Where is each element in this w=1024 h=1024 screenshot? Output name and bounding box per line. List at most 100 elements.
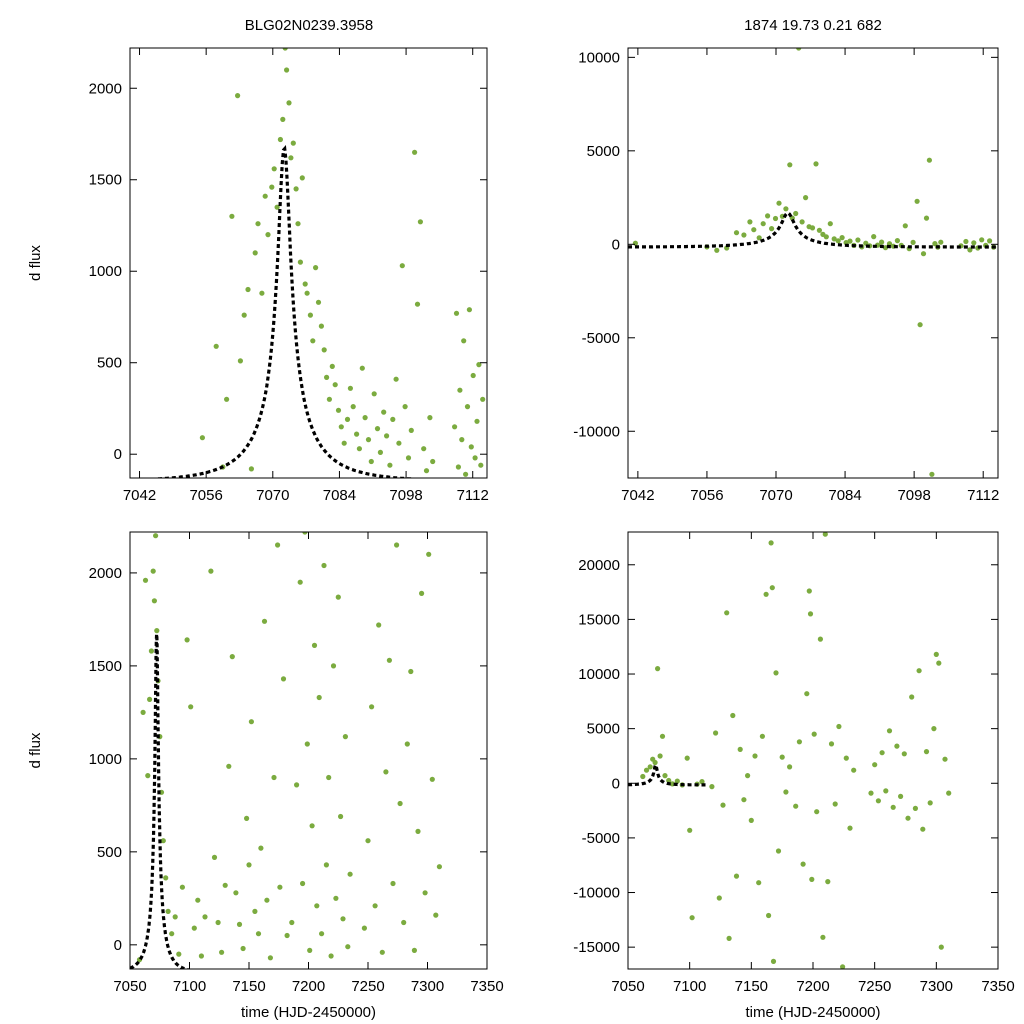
data-point — [326, 774, 332, 781]
x-tick-label: 7250 — [858, 978, 891, 995]
data-point — [709, 784, 715, 790]
data-point — [412, 149, 418, 155]
data-point — [397, 800, 403, 807]
data-point — [793, 803, 799, 809]
data-point — [875, 798, 882, 804]
data-point — [894, 238, 901, 244]
data-point — [376, 622, 382, 628]
y-tick-label: -10000 — [573, 885, 620, 902]
x-tick-label: 7056 — [189, 487, 222, 504]
data-point — [140, 709, 146, 716]
data-point — [154, 628, 160, 634]
data-point — [252, 908, 258, 915]
data-point — [759, 733, 766, 739]
data-point — [259, 290, 265, 296]
x-tick-label: 7150 — [735, 978, 768, 995]
panel-top-right: 7042 7056 7070 7084 7098 7112 10000 5000 0 -5000 -… — [573, 47, 999, 504]
data-point — [368, 458, 374, 465]
data-point — [643, 767, 650, 773]
data-point — [720, 802, 726, 808]
data-point — [347, 385, 353, 391]
data-point — [847, 238, 853, 244]
data-point — [730, 712, 736, 719]
data-point — [871, 234, 877, 240]
data-point — [773, 670, 779, 676]
data-point — [229, 213, 235, 219]
data-point — [309, 823, 315, 829]
data-point — [751, 227, 757, 233]
data-point — [843, 755, 849, 761]
data-point — [714, 247, 720, 253]
data-point — [737, 746, 743, 753]
y-tick-label: 10000 — [578, 49, 620, 66]
data-point — [923, 749, 930, 755]
data-point — [796, 739, 803, 745]
data-point — [684, 755, 690, 761]
data-point — [430, 458, 436, 465]
y-tick-label: -5000 — [582, 330, 620, 347]
data-point — [657, 753, 663, 759]
data-point — [172, 914, 178, 920]
data-point — [832, 801, 838, 807]
data-point — [300, 880, 306, 887]
data-point — [184, 637, 190, 643]
data-point — [165, 908, 171, 915]
y-tick-label: 0 — [114, 446, 122, 463]
data-point — [330, 663, 337, 669]
data-point — [265, 232, 271, 238]
data-point — [269, 184, 275, 190]
data-point — [463, 471, 469, 477]
model-curve — [143, 145, 426, 478]
data-point — [917, 322, 923, 328]
data-point — [674, 778, 680, 784]
data-point — [427, 415, 433, 421]
data-point — [372, 903, 378, 909]
data-point — [191, 925, 197, 931]
data-point — [297, 579, 303, 585]
x-tick-label: 7200 — [796, 978, 829, 995]
data-point — [421, 446, 427, 452]
data-point — [350, 404, 356, 410]
data-point — [766, 912, 772, 919]
data-point — [836, 723, 842, 730]
data-point — [252, 250, 258, 256]
data-point — [245, 286, 251, 293]
x-tick-label: 7100 — [173, 978, 206, 995]
x-tick-label: 7050 — [611, 978, 644, 995]
data-point — [329, 363, 335, 369]
data-point — [809, 876, 815, 883]
data-point — [226, 763, 232, 769]
data-point — [799, 219, 805, 225]
data-point — [835, 238, 841, 244]
data-point — [923, 215, 930, 221]
data-point — [365, 437, 372, 443]
data-point — [344, 416, 351, 422]
data-point — [399, 263, 405, 269]
y-tick-label: 2000 — [89, 80, 122, 97]
data-point — [461, 338, 467, 344]
data-point — [332, 382, 338, 388]
data-point — [419, 590, 425, 597]
data-point — [381, 409, 387, 415]
data-point — [814, 809, 820, 815]
data-point — [760, 221, 766, 227]
data-point — [199, 435, 205, 441]
data-point — [747, 219, 753, 225]
x-tick-label: 7250 — [351, 978, 384, 995]
data-point — [258, 845, 264, 851]
chart-panels: 7042 7056 7070 7084 7098 7112 0 500 1000 1500 2000… — [27, 47, 1015, 1021]
data-point — [886, 728, 893, 734]
data-point — [756, 235, 762, 241]
y-tick-label: 0 — [612, 775, 620, 792]
data-point — [963, 238, 969, 245]
x-tick-label: 7070 — [759, 487, 792, 504]
y-tick-label: 500 — [97, 844, 122, 861]
y-tick-label: 500 — [97, 355, 122, 372]
data-point — [323, 862, 329, 868]
data-point — [246, 862, 252, 868]
data-point — [769, 585, 775, 591]
data-point — [284, 67, 290, 73]
x-tick-label: 7300 — [920, 978, 953, 995]
data-point — [779, 754, 785, 760]
data-point — [453, 310, 460, 316]
